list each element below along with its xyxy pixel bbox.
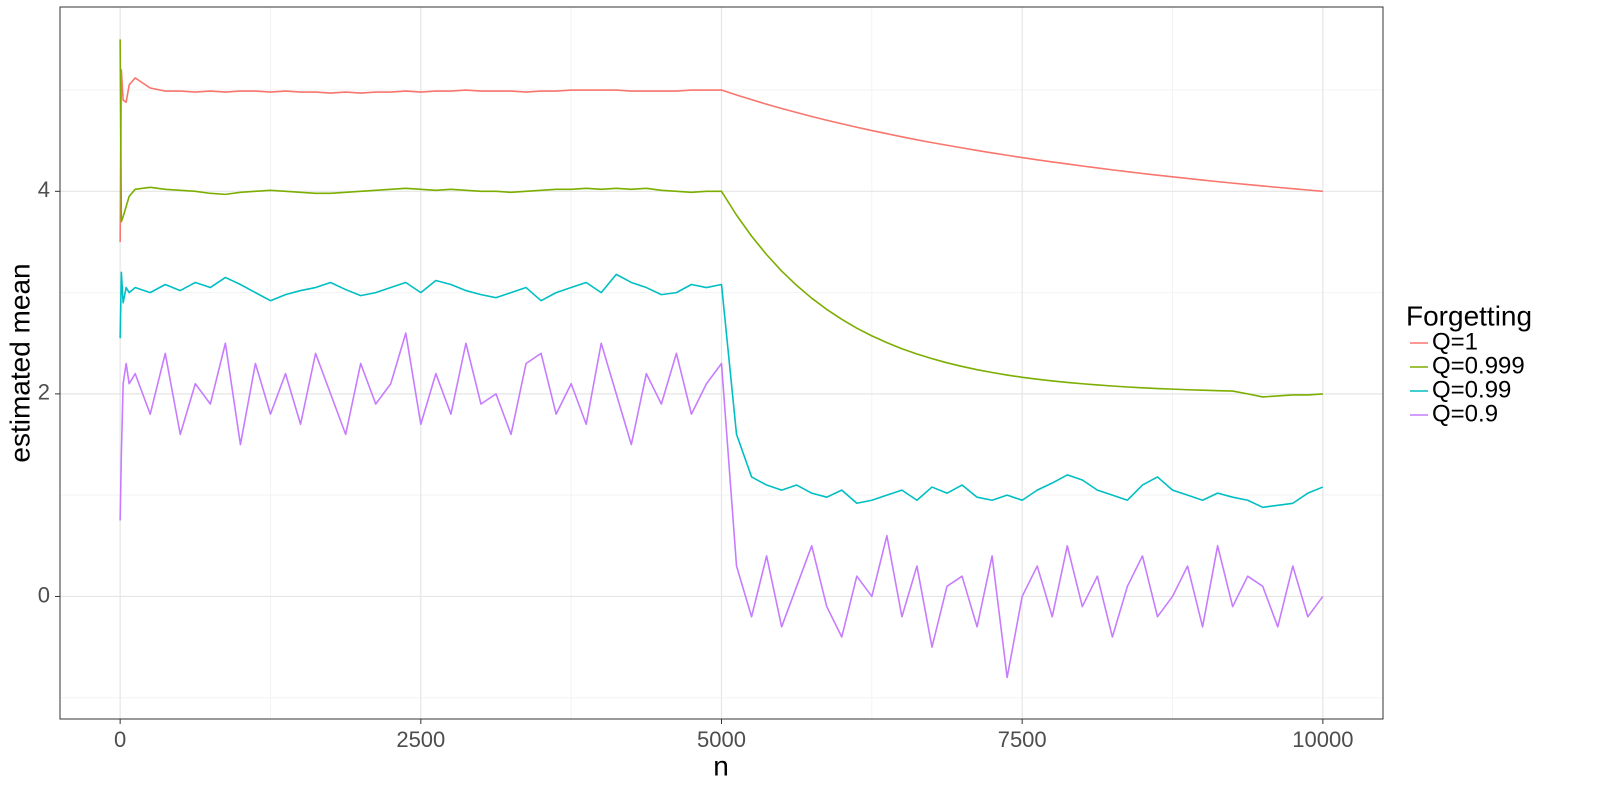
axes: 0 2500 5000 7500 10000 0 2 4 <box>38 177 1354 752</box>
legend-label: Q=1 <box>1432 328 1478 355</box>
x-tick-label: 0 <box>114 727 126 752</box>
legend-label: Q=0.999 <box>1432 352 1525 379</box>
y-tick-label: 2 <box>38 380 50 405</box>
x-tick-label: 2500 <box>396 727 445 752</box>
series-line <box>119 68 1323 242</box>
y-tick-label: 0 <box>38 582 50 607</box>
y-tick-label: 4 <box>38 177 50 202</box>
x-tick-label: 5000 <box>697 727 746 752</box>
grid <box>60 7 1383 719</box>
legend-label: Q=0.9 <box>1432 400 1498 427</box>
x-axis-title: n <box>713 750 729 781</box>
x-tick-label: 10000 <box>1292 727 1353 752</box>
legend-title: Forgetting <box>1406 300 1532 331</box>
legend-label: Q=0.99 <box>1432 376 1511 403</box>
series-line <box>119 39 1323 398</box>
x-tick-label: 7500 <box>998 727 1047 752</box>
series-line <box>119 271 1324 509</box>
series-line <box>119 332 1324 679</box>
y-axis-title: estimated mean <box>4 263 35 462</box>
plot-lines <box>119 39 1324 679</box>
